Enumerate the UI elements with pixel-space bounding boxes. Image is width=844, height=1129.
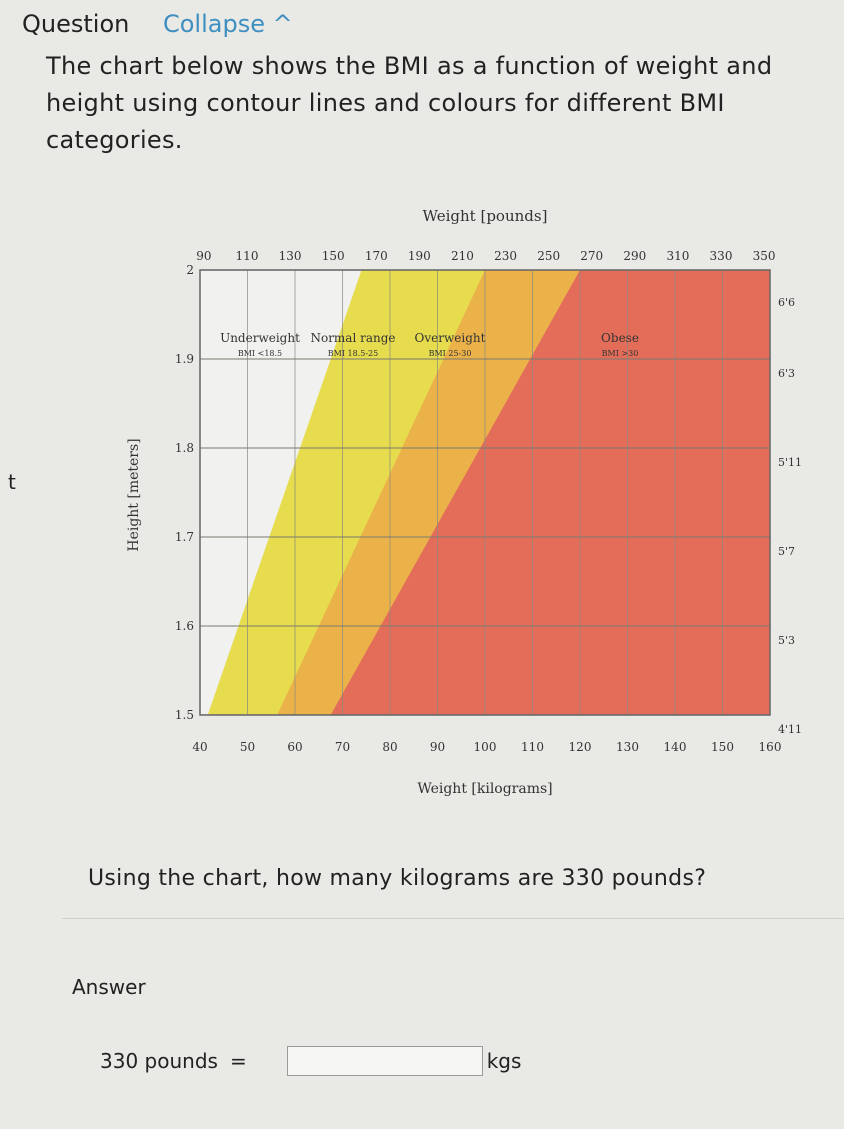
x-kg-tick-label: 100 xyxy=(474,740,497,754)
x-kg-tick-label: 160 xyxy=(759,740,782,754)
x-kg-tick-label: 90 xyxy=(430,740,445,754)
question-header: Question Collapse ^ xyxy=(22,10,293,38)
y-ft-tick-label: 5'3 xyxy=(778,634,795,647)
x-axis-label: Weight [kilograms] xyxy=(417,781,552,797)
answer-lhs: 330 pounds xyxy=(100,1049,218,1073)
y-m-tick-label: 1.7 xyxy=(175,530,194,544)
x-kg-tick-label: 80 xyxy=(382,740,397,754)
x-lb-tick-label: 110 xyxy=(236,249,259,263)
x-lb-tick-label: 290 xyxy=(623,249,646,263)
answer-input[interactable] xyxy=(286,1046,483,1076)
answer-row: 330 pounds = kgs xyxy=(100,1046,521,1076)
x-lb-tick-label: 350 xyxy=(753,249,776,263)
divider xyxy=(62,918,844,919)
x-kg-tick-label: 70 xyxy=(335,740,350,754)
x-kg-tick-label: 150 xyxy=(711,740,734,754)
y-ft-tick-label: 5'7 xyxy=(778,545,795,558)
y-axis-label: Height [meters] xyxy=(126,438,142,551)
y-ft-tick-label: 5'11 xyxy=(778,456,802,469)
x-kg-tick-label: 40 xyxy=(192,740,207,754)
x-kg-tick-label: 120 xyxy=(569,740,592,754)
region-label: Obese xyxy=(601,331,639,345)
answer-label: Answer xyxy=(72,975,146,999)
y-m-tick-label: 2 xyxy=(186,263,194,277)
side-mark: t xyxy=(8,470,16,494)
x-lb-tick-label: 130 xyxy=(279,249,302,263)
region-sublabel: BMI >30 xyxy=(602,349,639,358)
x-kg-tick-label: 140 xyxy=(664,740,687,754)
x-kg-tick-label: 110 xyxy=(521,740,544,754)
region-sublabel: BMI 18.5-25 xyxy=(328,349,378,358)
x-kg-tick-label: 60 xyxy=(287,740,302,754)
bmi-chart: 40 50 60 70 80 90 100 110 120 130 140 150 160 90 110 13… xyxy=(126,207,802,797)
x-lb-tick-label: 170 xyxy=(365,249,388,263)
x-lb-tick-label: 190 xyxy=(408,249,431,263)
y-m-tick-label: 1.5 xyxy=(175,708,194,722)
x-lb-tick-label: 150 xyxy=(322,249,345,263)
chart-title: Weight [pounds] xyxy=(423,207,548,225)
region-label: Overweight xyxy=(415,331,486,345)
region-underweight xyxy=(200,270,362,715)
x-lb-tick-label: 310 xyxy=(666,249,689,263)
y-m-tick-label: 1.9 xyxy=(175,352,194,366)
x-lb-tick-label: 230 xyxy=(494,249,517,263)
y-ft-tick-label: 6'3 xyxy=(778,367,795,380)
question-text: Using the chart, how many kilograms are … xyxy=(88,866,707,891)
region-label: Normal range xyxy=(310,331,395,345)
region-label: Underweight xyxy=(220,331,300,345)
region-sublabel: BMI 25-30 xyxy=(429,349,472,358)
question-title: Question xyxy=(22,10,130,38)
y-ft-tick-label: 4'11 xyxy=(778,723,802,736)
x-kg-tick-label: 130 xyxy=(616,740,639,754)
x-lb-tick-label: 330 xyxy=(710,249,733,263)
x-lb-tick-label: 210 xyxy=(451,249,474,263)
region-sublabel: BMI <18.5 xyxy=(238,349,282,358)
answer-unit: kgs xyxy=(486,1049,522,1073)
question-prompt: The chart below shows the BMI as a funct… xyxy=(46,52,773,154)
y-m-tick-label: 1.6 xyxy=(175,619,194,633)
y-ft-tick-label: 6'6 xyxy=(778,296,795,309)
equals-sign: = xyxy=(229,1049,247,1073)
x-lb-tick-label: 270 xyxy=(580,249,603,263)
x-lb-tick-label: 250 xyxy=(537,249,560,263)
x-kg-tick-label: 50 xyxy=(240,740,255,754)
y-m-tick-label: 1.8 xyxy=(175,441,194,455)
x-lb-tick-label: 90 xyxy=(196,249,211,263)
collapse-toggle[interactable]: Collapse ^ xyxy=(162,10,293,38)
